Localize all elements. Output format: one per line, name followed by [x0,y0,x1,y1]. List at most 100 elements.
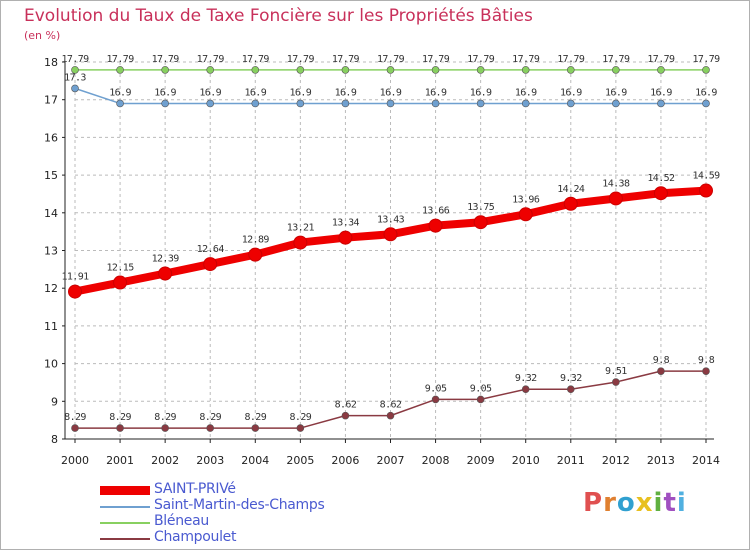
data-label-saint_martin: 17.3 [64,72,86,83]
y-tick-label: 11 [44,320,58,333]
data-point-bleneau [431,66,440,74]
line-chart: 8 9 10 11 12 13 14 15 16 17 18 2000 2001 2002 2003 2004… [44,54,721,467]
x-tick-label: 2007 [377,454,405,467]
data-point-saint_martin [476,99,485,108]
data-label-saint_martin: 16.9 [109,87,131,98]
data-point-saint_martin [657,99,665,108]
data-point-saint_martin [71,84,79,93]
x-tick-label: 2009 [467,454,495,467]
data-point-champoulet [161,424,169,432]
data-label-saint_prive: 14.38 [602,178,630,189]
legend-label-saint-martin: Saint-Martin-des-Champs [154,497,325,513]
data-point-saint_prive [113,275,128,290]
data-point-bleneau [296,66,305,74]
data-label-bleneau: 17.79 [287,54,315,65]
data-point-champoulet [206,424,215,432]
logo-letter: t [663,488,677,518]
y-tick-label: 18 [44,56,58,69]
data-point-saint_martin [251,99,260,108]
data-label-bleneau: 17.79 [512,54,540,65]
data-label-bleneau: 17.79 [332,54,360,65]
data-point-champoulet [341,411,350,420]
data-label-bleneau: 17.79 [152,54,180,65]
data-point-champoulet [251,424,260,432]
data-point-bleneau [566,66,575,74]
data-point-saint_martin [702,99,710,108]
data-label-saint_prive: 13.43 [377,214,405,225]
data-label-bleneau: 17.79 [377,54,405,65]
data-point-bleneau [386,66,395,74]
data-point-champoulet [612,378,620,386]
data-label-saint_prive: 13.66 [422,206,450,217]
y-tick-label: 8 [51,433,58,446]
data-point-saint_prive [653,186,668,201]
data-label-bleneau: 17.79 [422,54,450,65]
data-point-champoulet [476,395,485,404]
data-label-saint_martin: 16.9 [560,87,582,98]
logo-letter: x [635,488,654,518]
legend-label-bleneau: Bléneau [154,513,209,529]
data-label-saint_prive: 12.89 [242,235,270,246]
data-point-saint_prive [428,218,443,233]
data-label-saint_prive: 12.39 [152,253,180,264]
x-tick-label: 2005 [286,454,314,467]
data-point-saint_martin [296,99,305,108]
data-label-champoulet: 9.8 [653,355,670,366]
data-label-saint_martin: 16.9 [470,87,492,98]
data-point-champoulet [71,424,79,432]
data-point-bleneau [251,66,260,74]
data-label-champoulet: 8.29 [199,412,221,423]
data-point-champoulet [431,395,440,404]
data-label-champoulet: 9.32 [515,373,537,384]
legend-swatch-saint-martin [100,506,150,508]
data-point-saint_martin [431,99,440,108]
logo-letter: i [676,488,687,518]
data-point-champoulet [521,385,530,394]
data-label-bleneau: 17.79 [467,54,495,65]
x-tick-label: 2006 [331,454,359,467]
data-point-champoulet [296,424,305,432]
data-point-saint_martin [521,99,530,108]
data-label-bleneau: 17.79 [242,54,270,65]
data-point-saint_prive [158,266,173,281]
y-tick-label: 15 [44,169,58,182]
data-label-champoulet: 8.62 [335,400,357,411]
data-label-saint_martin: 16.9 [335,87,357,98]
data-label-champoulet: 8.29 [290,412,312,423]
data-point-saint_martin [116,99,124,108]
data-label-saint_prive: 12.15 [107,263,135,274]
x-tick-label: 2004 [241,454,269,467]
data-point-saint_martin [341,99,350,108]
x-tick-label: 2003 [196,454,224,467]
data-label-champoulet: 9.32 [560,373,582,384]
data-label-saint_prive: 14.59 [692,171,720,182]
y-tick-label: 17 [44,94,58,107]
data-point-saint_prive [563,196,578,211]
data-point-saint_martin [206,99,215,108]
data-label-saint_prive: 11.91 [61,272,89,283]
data-label-champoulet: 9.51 [605,366,627,377]
data-label-bleneau: 17.79 [602,54,630,65]
x-tick-label: 2014 [692,454,720,467]
data-point-saint_martin [161,99,169,108]
data-point-bleneau [702,66,710,74]
data-point-champoulet [116,424,124,432]
data-point-saint_prive [293,235,308,250]
data-point-saint_prive [473,215,488,230]
data-point-bleneau [341,66,350,74]
data-point-champoulet [566,385,575,394]
data-label-champoulet: 8.29 [109,412,131,423]
data-label-saint_prive: 13.75 [467,202,495,213]
data-label-saint_prive: 14.24 [557,184,585,195]
data-point-bleneau [476,66,485,74]
y-tick-label: 13 [44,245,58,258]
data-label-champoulet: 9.8 [698,355,715,366]
data-point-saint_prive [203,257,218,272]
x-tick-label: 2002 [151,454,179,467]
data-label-saint_prive: 12.64 [197,244,225,255]
legend-swatch-bleneau [100,522,150,524]
y-tick-label: 9 [51,395,58,408]
data-label-bleneau: 17.79 [197,54,225,65]
data-point-saint_prive [68,284,82,299]
